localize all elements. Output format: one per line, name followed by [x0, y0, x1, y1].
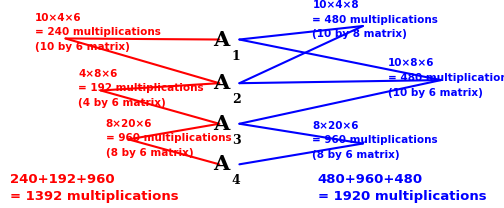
Text: = 192 multiplications: = 192 multiplications	[78, 83, 204, 93]
Text: 3: 3	[232, 134, 240, 147]
Text: = 1392 multiplications: = 1392 multiplications	[10, 190, 179, 203]
Text: 4: 4	[232, 175, 240, 187]
Text: = 960 multiplications: = 960 multiplications	[106, 133, 231, 143]
Text: (8 by 6 matrix): (8 by 6 matrix)	[312, 150, 400, 160]
Text: 10×4×6: 10×4×6	[35, 13, 82, 23]
Text: (10 by 8 matrix): (10 by 8 matrix)	[312, 29, 407, 39]
Text: (8 by 6 matrix): (8 by 6 matrix)	[106, 148, 194, 158]
Text: A: A	[213, 30, 229, 50]
Text: A: A	[213, 114, 229, 134]
Text: (10 by 6 matrix): (10 by 6 matrix)	[388, 88, 483, 98]
Text: = 960 multiplications: = 960 multiplications	[312, 135, 438, 145]
Text: 8×20×6: 8×20×6	[312, 121, 359, 131]
Text: 2: 2	[232, 93, 240, 106]
Text: 10×8×6: 10×8×6	[388, 58, 434, 68]
Text: 10×4×8: 10×4×8	[312, 0, 359, 10]
Text: 240+192+960: 240+192+960	[10, 173, 115, 186]
Text: A: A	[213, 154, 229, 174]
Text: (4 by 6 matrix): (4 by 6 matrix)	[78, 98, 166, 108]
Text: = 480 multiplications: = 480 multiplications	[388, 73, 504, 83]
Text: 480+960+480: 480+960+480	[318, 173, 423, 186]
Text: = 480 multiplications: = 480 multiplications	[312, 15, 438, 25]
Text: (10 by 6 matrix): (10 by 6 matrix)	[35, 42, 130, 52]
Text: 1: 1	[232, 50, 240, 63]
Text: 4×8×6: 4×8×6	[78, 69, 117, 79]
Text: = 240 multiplications: = 240 multiplications	[35, 27, 161, 37]
Text: = 1920 multiplications: = 1920 multiplications	[318, 190, 486, 203]
Text: A: A	[213, 73, 229, 93]
Text: 8×20×6: 8×20×6	[106, 119, 152, 129]
